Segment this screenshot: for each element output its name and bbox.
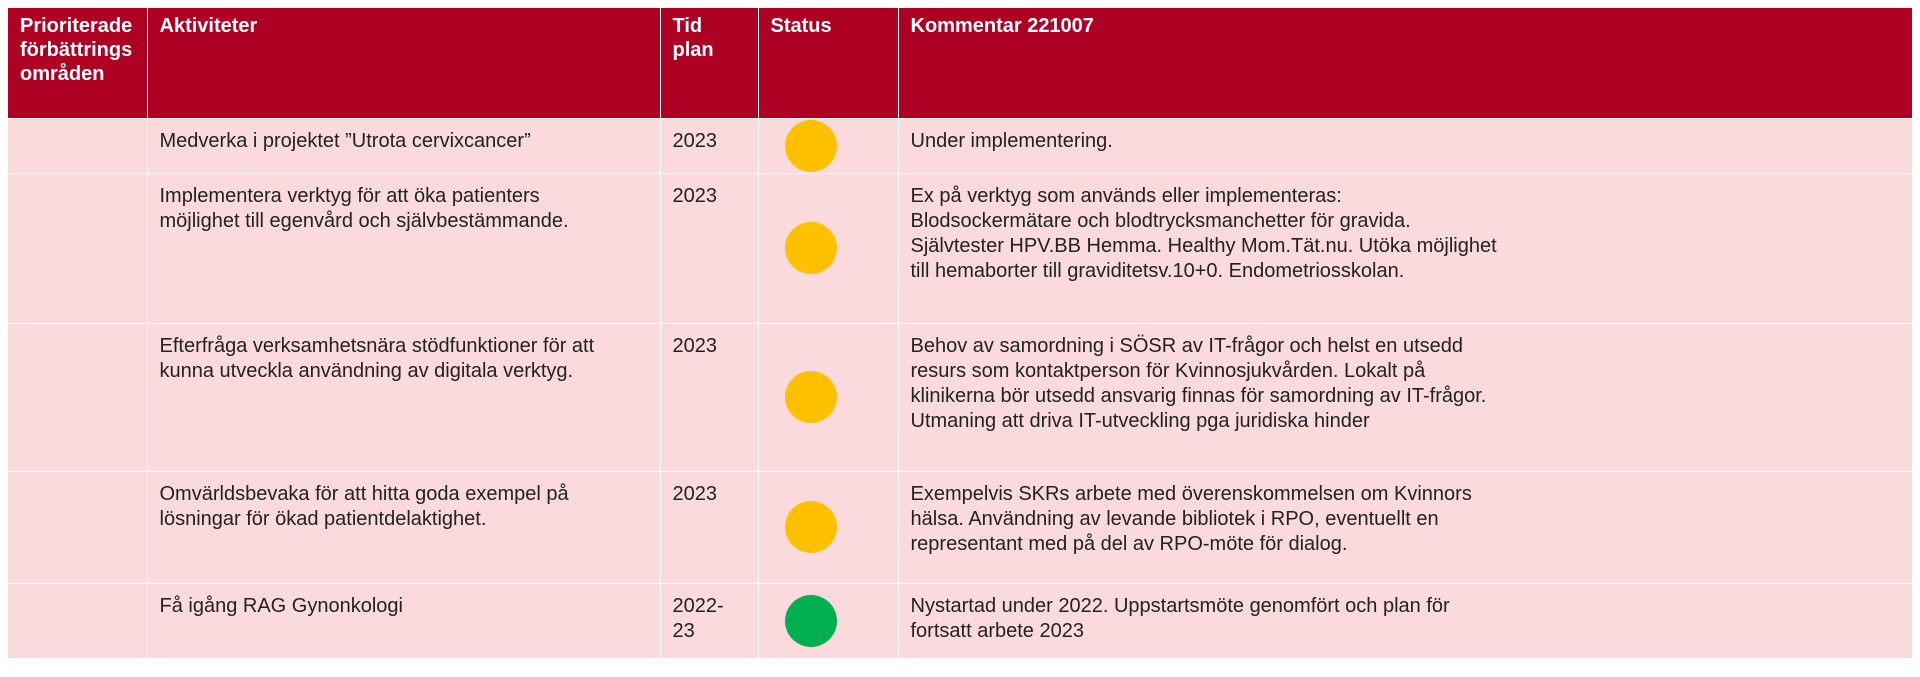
text-line: Status <box>770 15 832 37</box>
header-cell: Prioriterade förbättrings områden <box>8 8 148 118</box>
status-cell <box>758 582 899 659</box>
status-cell <box>758 322 899 472</box>
text-line: Aktiviteter <box>159 15 258 37</box>
text-line: lösningar för ökad patientdelaktighet. <box>159 507 487 530</box>
area-cell <box>8 117 148 174</box>
header-cell: Kommentar 221007 <box>898 8 1913 118</box>
text-line: 2023 <box>672 184 718 207</box>
text-line: Få igång RAG Gynonkologi <box>159 594 403 617</box>
status-dot <box>784 222 837 274</box>
time-cell: 2023 <box>660 322 759 472</box>
activity-cell: Efterfråga verksamhetsnära stödfunktione… <box>147 322 661 472</box>
time-cell: 2023 <box>660 172 759 324</box>
time-cell: 2022- 23 <box>660 582 759 659</box>
text-line: 2023 <box>672 129 718 152</box>
time-cell: 2023 <box>660 470 759 584</box>
time-cell: 2023 <box>660 117 759 174</box>
table-row: Implementera verktyg för att öka patient… <box>8 172 1913 324</box>
text-line: fortsatt arbete 2023 <box>910 619 1084 642</box>
status-cell <box>758 470 899 584</box>
activity-cell: Få igång RAG Gynonkologi <box>147 582 661 659</box>
text-line: representant med på del av RPO-möte för … <box>910 532 1348 555</box>
text-line: Utmaning att driva IT-utveckling pga jur… <box>910 409 1370 432</box>
status-table: Prioriterade förbättrings områden Aktivitet… <box>8 8 1913 659</box>
activity-cell: Omvärldsbevaka för att hitta goda exempe… <box>147 470 661 584</box>
header-row: Prioriterade förbättrings områden Aktivitet… <box>8 8 1913 118</box>
text-line: 2023 <box>672 334 718 357</box>
text-line: plan <box>672 39 714 61</box>
comment-cell: Ex på verktyg som används eller implemen… <box>898 172 1913 324</box>
text-line: Ex på verktyg som används eller implemen… <box>910 184 1342 207</box>
header-cell: Aktiviteter <box>147 8 661 118</box>
table-row: Få igång RAG Gynonkologi 2022- 23 Nystartad… <box>8 582 1913 659</box>
status-cell <box>758 172 899 324</box>
table-row: Medverka i projektet ”Utrota cervixcance… <box>8 117 1913 174</box>
text-line: Implementera verktyg för att öka patient… <box>159 184 540 207</box>
comment-cell: Nystartad under 2022. Uppstartsmöte geno… <box>898 582 1913 659</box>
status-dot <box>784 119 837 172</box>
text-line: Efterfråga verksamhetsnära stödfunktione… <box>159 334 595 357</box>
header-cell: Tid plan <box>660 8 759 118</box>
text-line: Självtester HPV.BB Hemma. Healthy Mom.Tä… <box>910 234 1497 257</box>
text-line: Tid <box>672 15 703 37</box>
text-line: hälsa. Användning av levande bibliotek i… <box>910 507 1439 530</box>
text-line: Medverka i projektet ”Utrota cervixcance… <box>159 129 531 152</box>
area-cell <box>8 582 148 659</box>
area-cell <box>8 470 148 584</box>
area-cell <box>8 172 148 324</box>
text-line: Behov av samordning i SÖSR av IT-frågor … <box>910 334 1464 357</box>
text-line: 2023 <box>672 482 718 505</box>
text-line: Exempelvis SKRs arbete med överenskommel… <box>910 482 1472 505</box>
comment-cell: Under implementering. <box>898 117 1913 174</box>
text-line: Kommentar 221007 <box>910 15 1094 37</box>
activity-cell: Medverka i projektet ”Utrota cervixcance… <box>147 117 661 174</box>
table-row: Omvärldsbevaka för att hitta goda exempe… <box>8 470 1913 584</box>
text-line: Blodsockermätare och blodtrycksmanchette… <box>910 209 1411 232</box>
text-line: till hemaborter till graviditetsv.10+0. … <box>910 259 1405 282</box>
text-line: Omvärldsbevaka för att hitta goda exempe… <box>159 482 569 505</box>
text-line: Under implementering. <box>910 129 1113 152</box>
header-cell: Status <box>758 8 899 118</box>
text-line: klinikerna bör utsedd ansvarig finnas fö… <box>910 384 1487 407</box>
status-dot <box>784 501 837 553</box>
text-line: Nystartad under 2022. Uppstartsmöte geno… <box>910 594 1450 617</box>
comment-cell: Behov av samordning i SÖSR av IT-frågor … <box>898 322 1913 472</box>
status-dot <box>784 594 837 647</box>
table-row: Efterfråga verksamhetsnära stödfunktione… <box>8 322 1913 472</box>
area-cell <box>8 322 148 472</box>
text-line: möjlighet till egenvård och självbestämm… <box>159 209 569 232</box>
text-line: Prioriterade <box>20 15 133 37</box>
text-line: 23 <box>672 619 695 642</box>
text-line: förbättrings <box>20 39 133 61</box>
comment-cell: Exempelvis SKRs arbete med överenskommel… <box>898 470 1913 584</box>
text-line: resurs som kontaktperson för Kvinnosjukv… <box>910 359 1426 382</box>
status-dot <box>784 371 837 423</box>
text-line: kunna utveckla användning av digitala ve… <box>159 359 574 382</box>
text-line: områden <box>20 63 105 85</box>
status-cell <box>758 117 899 174</box>
table-body: Medverka i projektet ”Utrota cervixcance… <box>8 117 1913 659</box>
activity-cell: Implementera verktyg för att öka patient… <box>147 172 661 324</box>
text-line: 2022- <box>672 594 724 617</box>
